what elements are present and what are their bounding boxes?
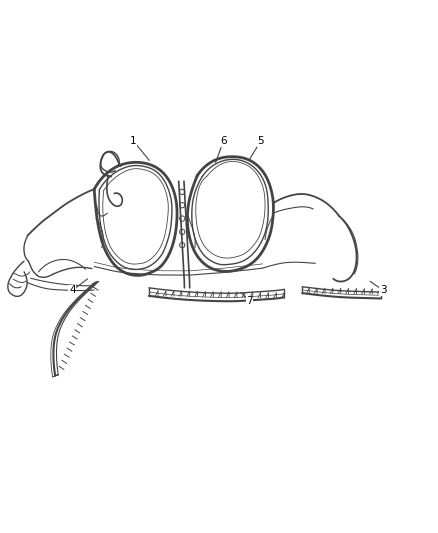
Text: 6: 6 [220, 136, 227, 146]
Text: 7: 7 [246, 296, 253, 306]
Text: 4: 4 [69, 286, 76, 295]
Text: 3: 3 [380, 286, 387, 295]
Text: 1: 1 [130, 136, 137, 146]
Text: 5: 5 [257, 136, 264, 146]
